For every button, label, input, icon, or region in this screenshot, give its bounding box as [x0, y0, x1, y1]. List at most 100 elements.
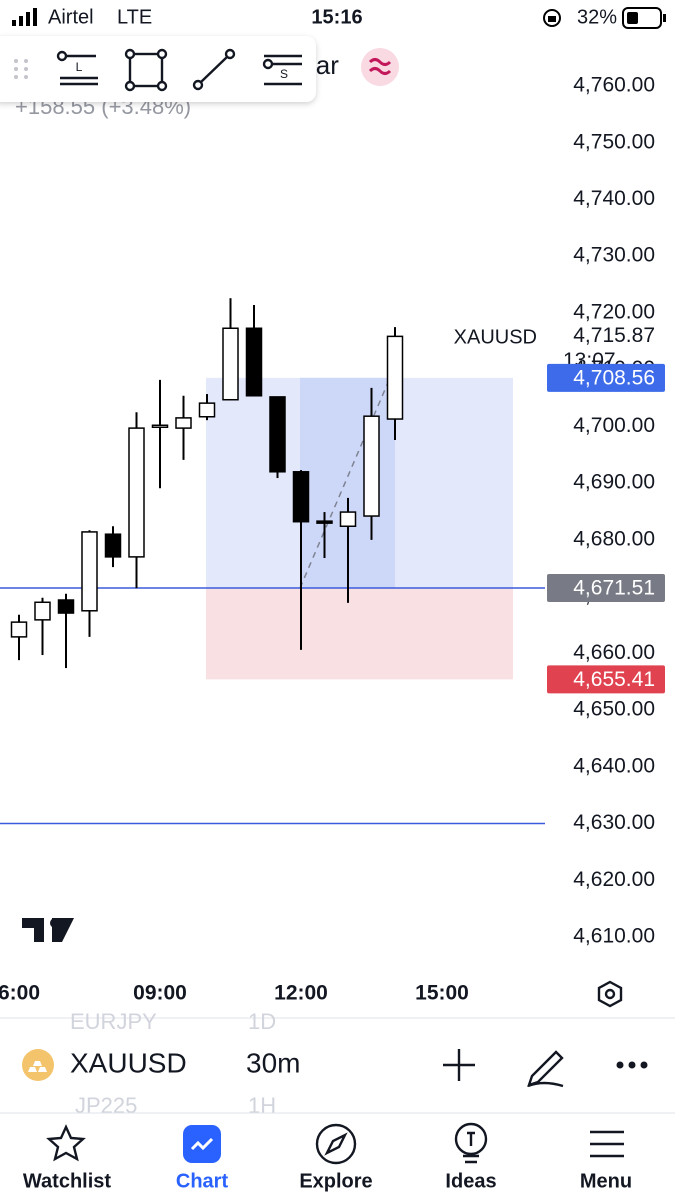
- picker-prev-interval: 1D: [248, 1009, 276, 1034]
- y-tick-label: 4,750.00: [573, 130, 655, 153]
- session-badge: [361, 48, 399, 86]
- loss-zone: [206, 588, 513, 680]
- interval[interactable]: 30m: [246, 1047, 300, 1078]
- y-tick-label: 4,700.00: [573, 414, 655, 437]
- candle-body: [151, 424, 169, 429]
- candle-body: [222, 327, 239, 401]
- candle-body: [198, 402, 216, 418]
- tab-label[interactable]: Chart: [176, 1170, 229, 1192]
- clock: 15:16: [311, 6, 362, 28]
- explore-icon[interactable]: [315, 1123, 357, 1165]
- horizontal-line-tool[interactable]: [56, 50, 98, 86]
- signal-icon: [19, 16, 23, 26]
- candle-body: [269, 396, 286, 473]
- chart-icon[interactable]: [190, 1137, 214, 1151]
- y-tick-label: 4,680.00: [573, 527, 655, 550]
- ideas-icon[interactable]: [454, 1122, 488, 1156]
- current-price: 4,715.87: [573, 324, 655, 347]
- price-tag-label: 4,655.41: [573, 668, 655, 691]
- ray-tool[interactable]: [262, 54, 302, 86]
- x-tick-label: 09:00: [133, 982, 187, 1005]
- ideas-icon[interactable]: [463, 1131, 479, 1164]
- toolbar-panel: [0, 36, 316, 102]
- tool-letter: S: [280, 67, 288, 81]
- status-bar: Airtel LTE 15:16 32%: [12, 6, 666, 29]
- candle-body: [292, 471, 310, 523]
- price-tag-label: 4,708.56: [573, 366, 655, 389]
- tab-label[interactable]: Ideas: [445, 1170, 496, 1192]
- y-tick-label: 4,660.00: [573, 641, 655, 664]
- drag-handle: [14, 59, 28, 79]
- battery-tip: [663, 14, 666, 22]
- drawing-toolbar: L S: [0, 36, 316, 102]
- tab-label[interactable]: Menu: [580, 1170, 632, 1192]
- y-tick-label: 4,620.00: [573, 868, 655, 891]
- signal-icon: [33, 8, 37, 26]
- tab-label[interactable]: Watchlist: [23, 1170, 111, 1192]
- rectangle-tool[interactable]: [124, 48, 168, 92]
- session-icon: [368, 58, 392, 75]
- explore-icon[interactable]: [324, 1132, 348, 1156]
- candle-body: [104, 533, 122, 558]
- y-tick-label: 4,610.00: [573, 925, 655, 948]
- candle-body: [339, 511, 357, 528]
- x-tick-label: 6:00: [0, 982, 40, 1005]
- symbol-bar: EURJPY 1D JP225 1H XAUUSD 30m: [22, 1009, 648, 1118]
- settings-icon[interactable]: [604, 988, 616, 1000]
- menu-icon[interactable]: [590, 1130, 624, 1158]
- position-path: [299, 377, 391, 589]
- carrier: Airtel: [48, 6, 94, 28]
- battery-icon: [622, 7, 662, 29]
- candle-body: [34, 601, 51, 621]
- y-tick-label: 4,690.00: [573, 471, 655, 494]
- lock-icon: [543, 9, 561, 27]
- tool-letter: L: [76, 60, 83, 74]
- x-tick-label: 12:00: [274, 982, 328, 1005]
- battery-percent: 32%: [577, 6, 617, 28]
- settings-icon[interactable]: [597, 980, 623, 1008]
- candle-body: [81, 531, 98, 612]
- watchlist-icon[interactable]: [46, 1124, 86, 1162]
- network: LTE: [117, 6, 152, 28]
- more-button[interactable]: [616, 1061, 648, 1069]
- candle-body: [316, 520, 333, 524]
- battery-level: [627, 12, 638, 24]
- y-tick-label: 4,640.00: [573, 754, 655, 777]
- y-tick-label: 4,630.00: [573, 811, 655, 834]
- picker-next-interval: 1H: [248, 1093, 276, 1118]
- y-tick-label: 4,730.00: [573, 244, 655, 267]
- tv-logo: [50, 918, 60, 928]
- candle-body: [363, 415, 380, 517]
- symbol[interactable]: XAUUSD: [70, 1047, 187, 1078]
- trend-line-tool[interactable]: [192, 48, 236, 91]
- price-tag: [547, 574, 665, 603]
- tab-label[interactable]: Explore: [299, 1170, 372, 1192]
- picker-prev-symbol: EURJPY: [70, 1009, 157, 1034]
- candle-body: [386, 335, 404, 420]
- candle-body: [57, 599, 75, 614]
- lock-icon: [548, 16, 556, 22]
- candle-body: [128, 427, 145, 558]
- y-tick-label: 4,720.00: [573, 300, 655, 323]
- candle-body: [245, 327, 263, 397]
- picker-next-symbol: JP225: [75, 1093, 137, 1118]
- price-tag: [547, 665, 665, 694]
- tv-logo: [22, 918, 74, 942]
- y-tick-label: 4,740.00: [573, 187, 655, 210]
- add-button[interactable]: [443, 1049, 475, 1081]
- tab-bar: Watchlist Chart Explore Ideas Menu: [23, 1170, 632, 1192]
- y-tick-label: 4,650.00: [573, 698, 655, 721]
- draw-button[interactable]: [527, 1050, 564, 1088]
- y-tick-label: 4,760.00: [573, 74, 655, 97]
- x-tick-label: 15:00: [415, 982, 469, 1005]
- symbol-icon: [28, 1061, 47, 1072]
- price-tag-label: 4,671.51: [573, 577, 655, 600]
- current-price-symbol: XAUUSD: [454, 327, 537, 349]
- signal-icon: [26, 12, 30, 26]
- chart-icon[interactable]: [183, 1125, 221, 1163]
- plot-area: 4,610.00 4,620.00 4,630.00 4,640.00 4,650.00…: [0, 74, 665, 1005]
- signal-icon: [12, 20, 16, 26]
- candle-body: [10, 621, 28, 638]
